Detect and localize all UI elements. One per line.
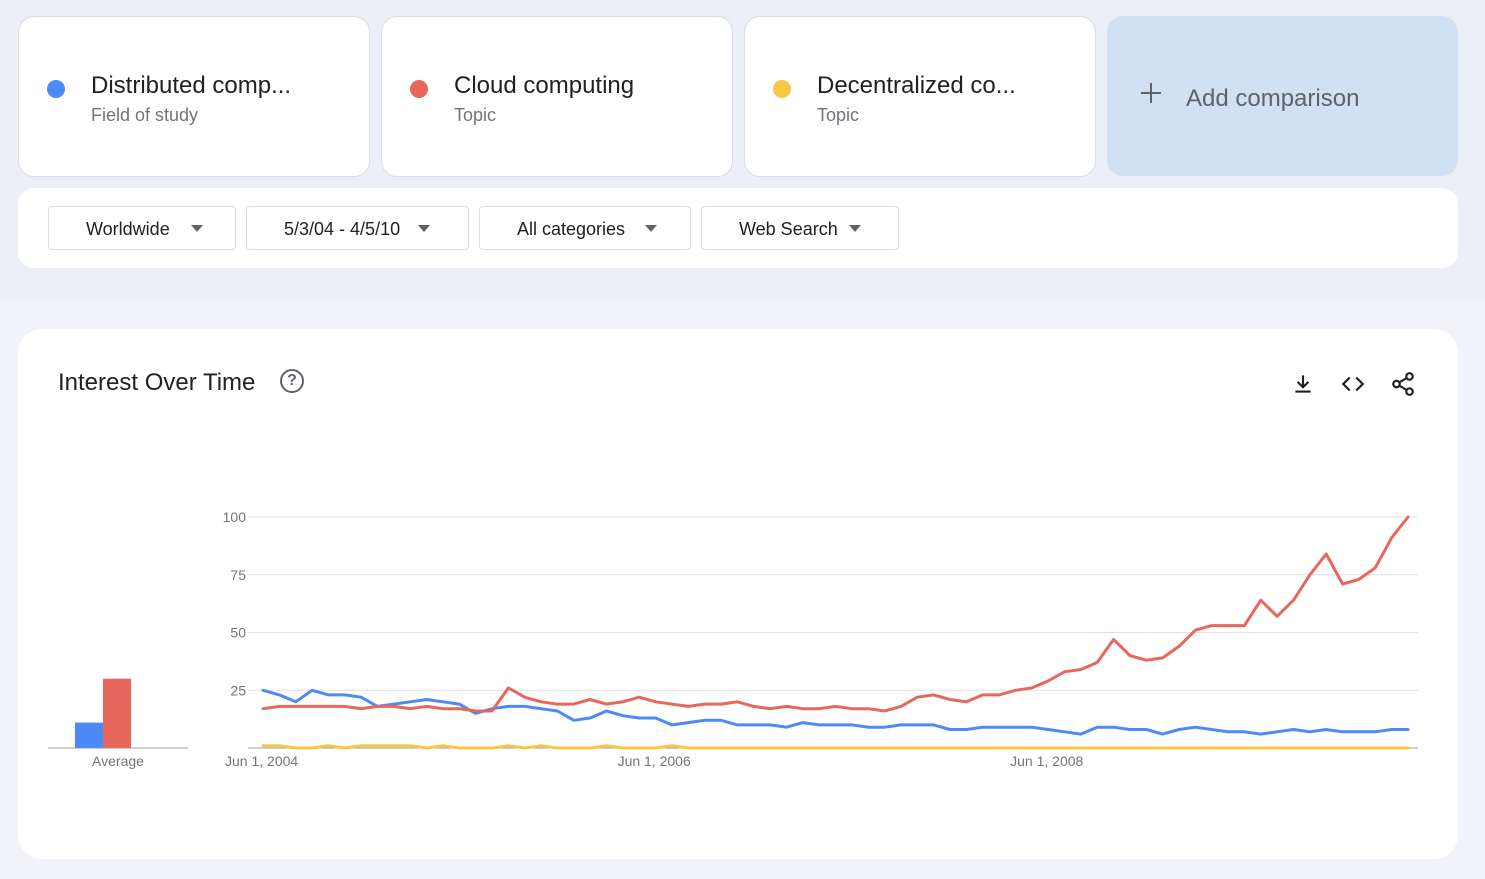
average-bar-2 [103, 678, 131, 748]
interest-over-time-chart: 25 50 75 100 Jun 1, 2004 Jun 1, 2006 Jun 1, 20… [48, 509, 1418, 769]
date-range-dropdown[interactable]: 5/3/04 - 4/5/10 [246, 206, 469, 250]
interest-over-time-card: Interest Over Time ? 25 50 75 100 Jun 1, 200… [18, 329, 1458, 859]
term-type: Topic [454, 105, 497, 125]
category-dropdown[interactable]: All categories [479, 206, 691, 250]
chevron-down-icon [849, 225, 861, 232]
date-range-label: 5/3/04 - 4/5/10 [284, 219, 401, 239]
help-icon[interactable]: ? [280, 369, 304, 393]
filter-bar: Worldwide 5/3/04 - 4/5/10 All categories… [18, 188, 1458, 268]
term-card-3[interactable]: Decentralized co... Topic [744, 16, 1096, 177]
series-line-2 [261, 515, 1410, 713]
term-type: Field of study [91, 105, 199, 125]
series-color-dot [47, 80, 65, 98]
region-dropdown[interactable]: Worldwide [48, 206, 236, 250]
add-comparison-button[interactable]: Add comparison [1107, 16, 1458, 176]
x-tick-label: Jun 1, 2004 [225, 753, 298, 769]
plus-icon [1140, 82, 1162, 104]
category-label: All categories [517, 219, 626, 239]
y-tick-label: 25 [230, 682, 246, 698]
average-label: Average [92, 753, 144, 769]
search-type-dropdown[interactable]: Web Search [701, 206, 899, 250]
series-color-dot [773, 80, 791, 98]
term-type: Topic [817, 105, 860, 125]
search-type-label: Web Search [739, 219, 838, 239]
embed-code-icon[interactable] [1340, 371, 1366, 397]
region-label: Worldwide [86, 219, 170, 239]
y-tick-label: 75 [230, 567, 246, 583]
series-line-1 [261, 688, 1410, 736]
chevron-down-icon [418, 225, 430, 232]
chevron-down-icon [645, 225, 657, 232]
average-bar-1 [75, 722, 103, 748]
share-icon[interactable] [1390, 371, 1416, 397]
x-tick-label: Jun 1, 2008 [1010, 753, 1083, 769]
term-name: Decentralized co... [817, 72, 1016, 99]
term-name: Cloud computing [454, 72, 635, 99]
term-card-1[interactable]: Distributed comp... Field of study [18, 16, 370, 177]
add-comparison-label: Add comparison [1186, 85, 1360, 112]
chevron-down-icon [191, 225, 203, 232]
term-card-2[interactable]: Cloud computing Topic [381, 16, 733, 177]
download-icon[interactable] [1290, 371, 1316, 397]
y-tick-label: 50 [230, 625, 246, 641]
chart-title: Interest Over Time [58, 369, 256, 396]
series-color-dot [410, 80, 428, 98]
term-name: Distributed comp... [91, 72, 292, 99]
y-tick-label: 100 [223, 509, 247, 525]
x-tick-label: Jun 1, 2006 [618, 753, 691, 769]
series-line-3 [261, 744, 1410, 750]
